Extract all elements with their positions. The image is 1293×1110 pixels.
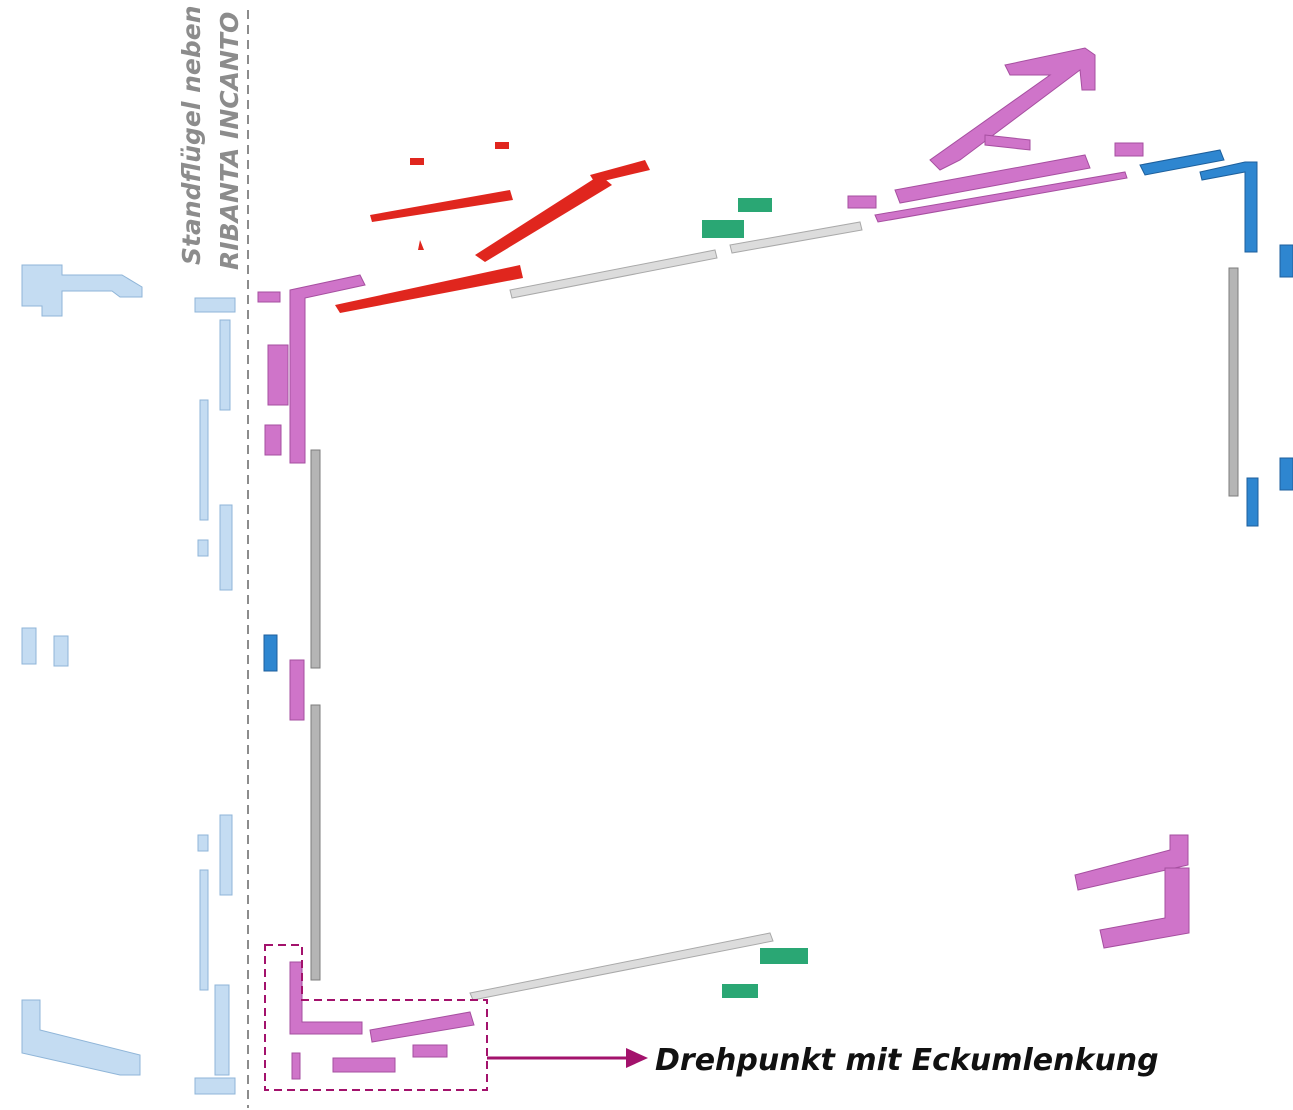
gray-bars xyxy=(310,221,1239,1001)
callout-box xyxy=(264,944,488,1091)
pink-parts xyxy=(257,47,1190,1080)
blue-parts xyxy=(263,149,1293,672)
side-label-line2: RIBANTA INCANTO xyxy=(215,12,244,270)
green-parts xyxy=(702,198,808,998)
callout-arrowhead xyxy=(626,1048,648,1068)
side-label-line1: Standflügel neben xyxy=(177,5,206,265)
light-blue-parts xyxy=(21,264,236,1095)
callout-label: Drehpunkt mit Eckumlenkung xyxy=(655,1043,1159,1078)
red-parts xyxy=(335,142,650,313)
